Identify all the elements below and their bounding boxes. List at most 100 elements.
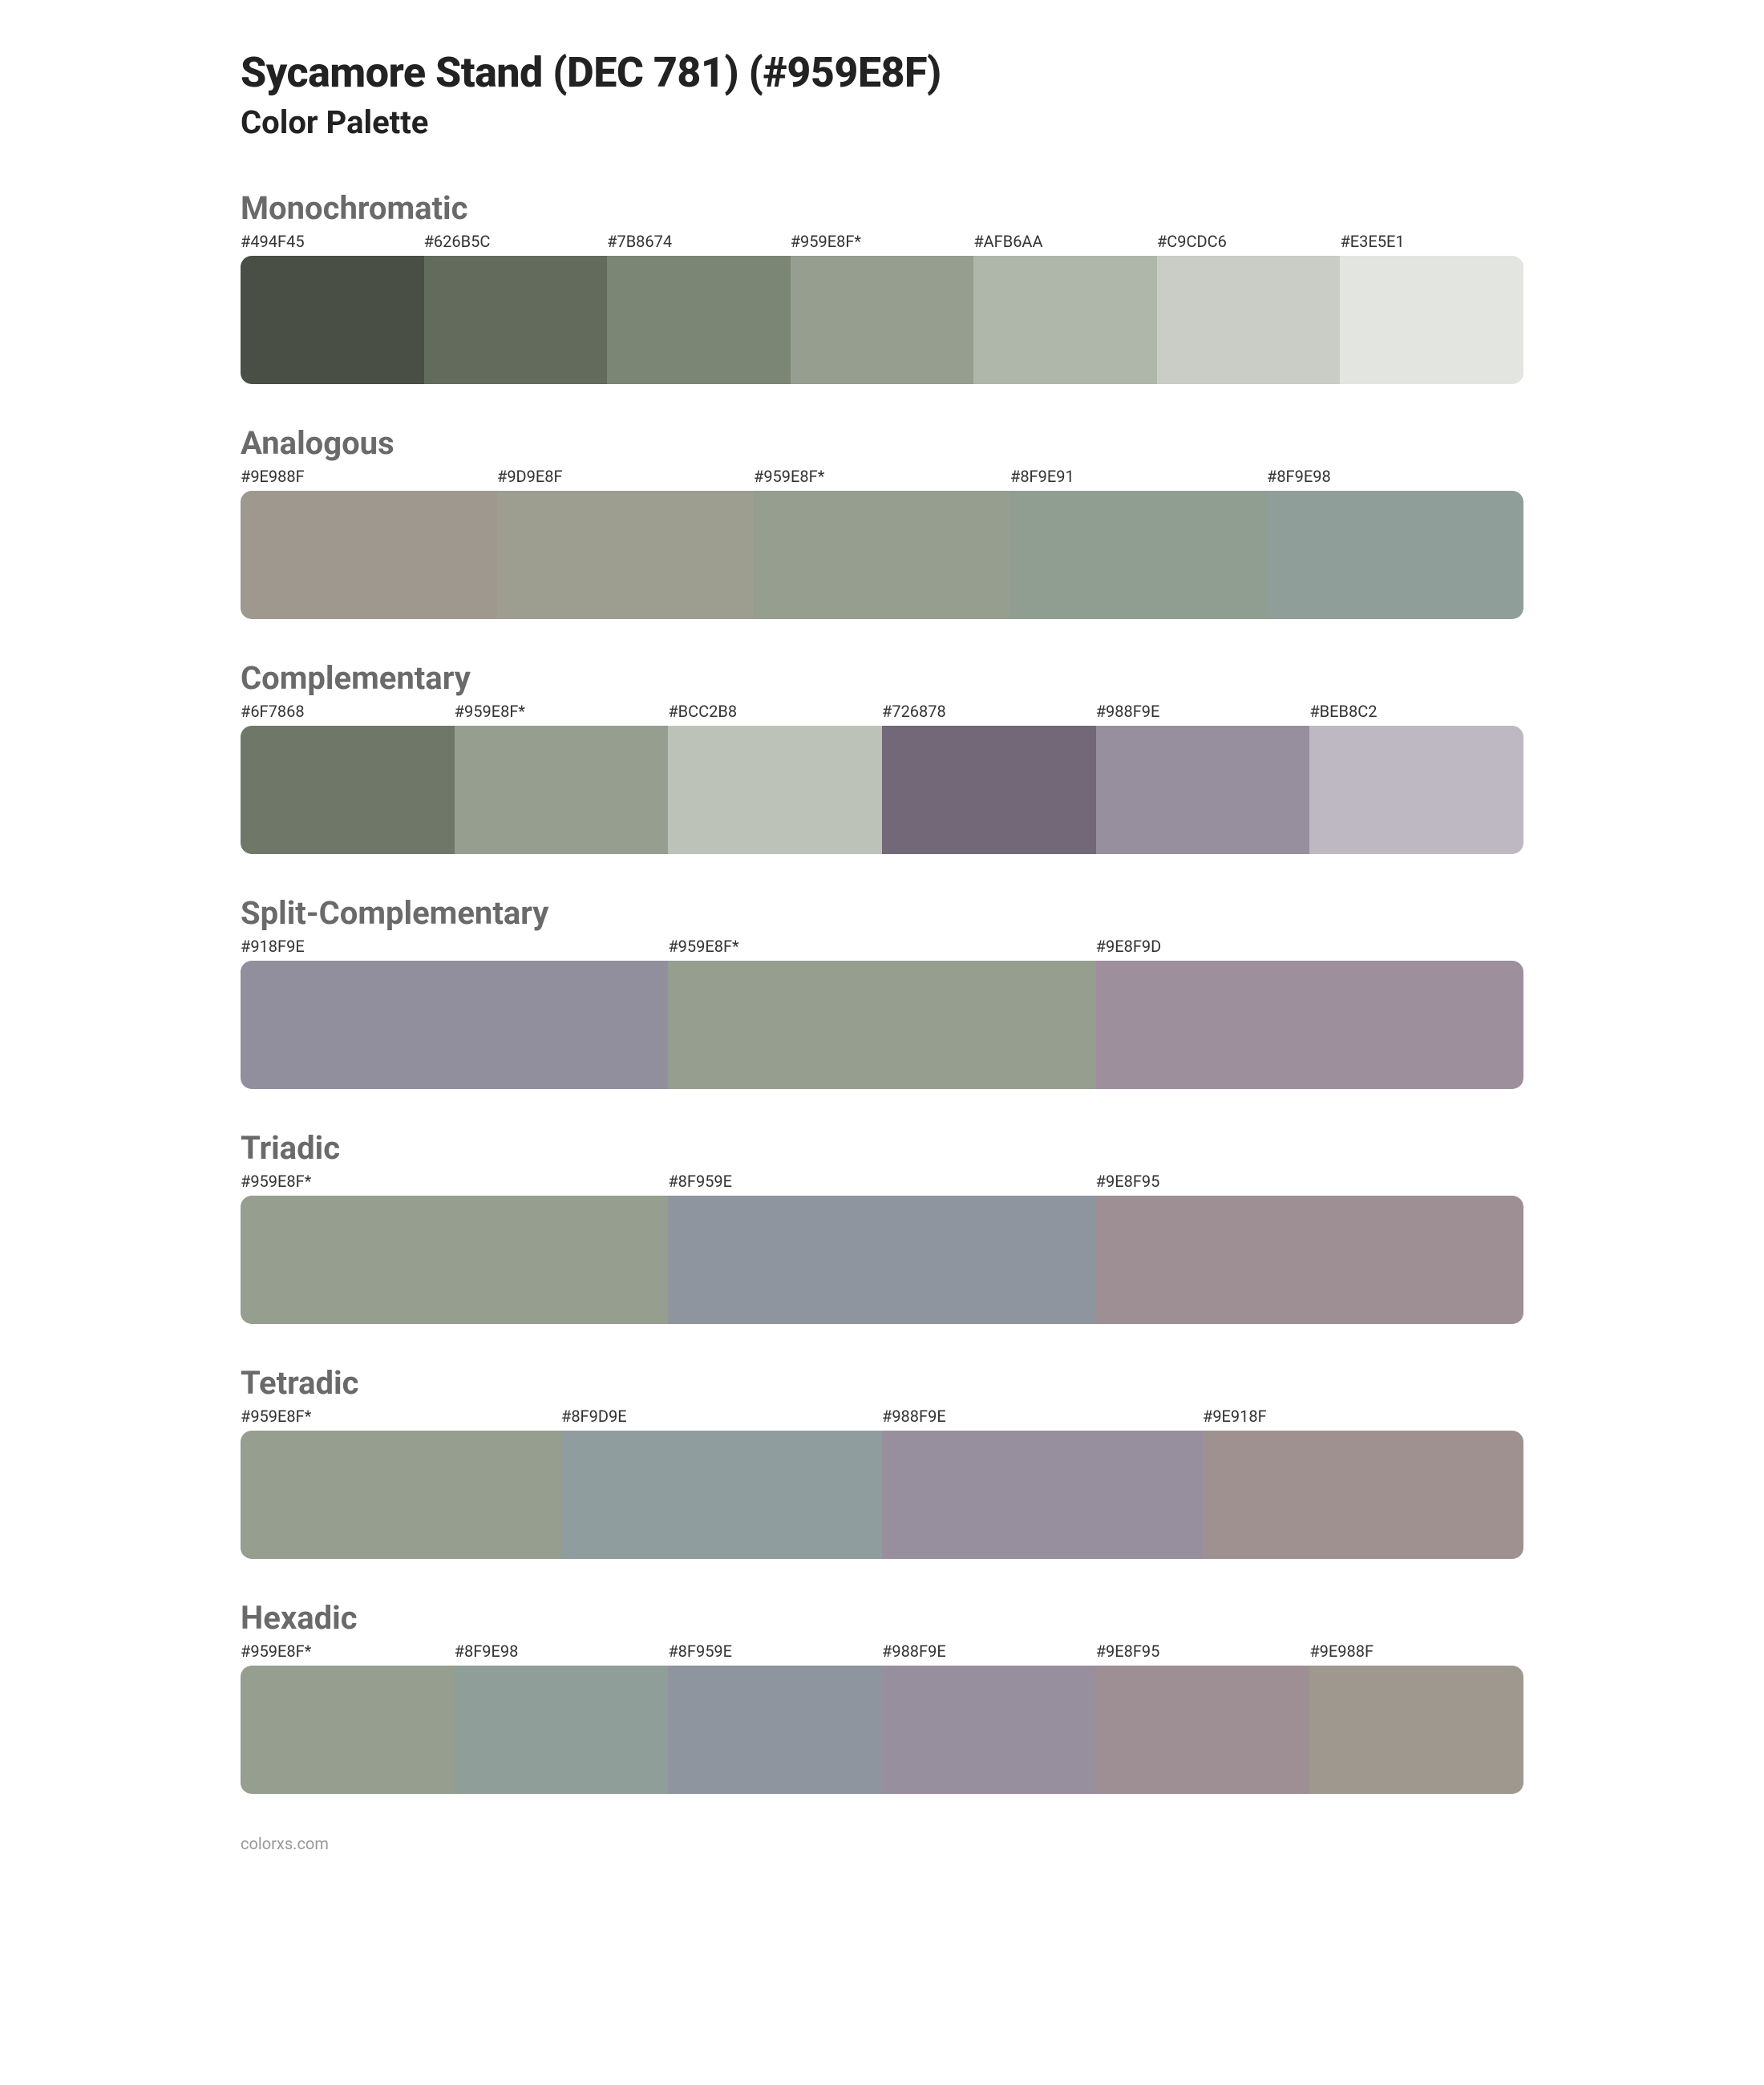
swatch-label: #959E8F*	[455, 702, 669, 726]
swatch-label: #C9CDC6	[1157, 232, 1341, 256]
swatch-label: #959E8F*	[241, 1172, 668, 1196]
color-swatch[interactable]	[455, 726, 669, 854]
swatch-label: #988F9E	[882, 1407, 1203, 1431]
swatch-label: #988F9E	[1096, 702, 1310, 726]
swatch-label: #626B5C	[424, 232, 608, 256]
swatch-label-row: #918F9E#959E8F*#9E8F9D	[241, 937, 1523, 961]
swatch-label: #9E988F	[1309, 1642, 1523, 1666]
page-title: Sycamore Stand (DEC 781) (#959E8F)	[241, 48, 1523, 97]
swatch-label: #726878	[882, 702, 1096, 726]
section-title: Tetradic	[241, 1364, 1523, 1402]
section-title: Complementary	[241, 659, 1523, 697]
section-title: Analogous	[241, 424, 1523, 462]
swatch-label: #8F9E98	[1267, 467, 1523, 491]
palette-section: Triadic #959E8F*#8F959E#9E8F95	[241, 1129, 1523, 1324]
swatch-block-row	[241, 491, 1523, 619]
color-swatch[interactable]	[668, 1196, 1095, 1324]
color-swatch[interactable]	[1267, 491, 1523, 619]
swatch-label: #494F45	[241, 232, 424, 256]
swatch-block-row	[241, 726, 1523, 854]
swatch-label: #9D9E8F	[497, 467, 754, 491]
swatch-label-row: #959E8F*#8F959E#9E8F95	[241, 1172, 1523, 1196]
swatch-label: #959E8F*	[754, 467, 1010, 491]
swatch-label: #959E8F*	[241, 1407, 561, 1431]
color-swatch[interactable]	[241, 1196, 668, 1324]
swatch-label: #6F7868	[241, 702, 455, 726]
swatch-block-row	[241, 961, 1523, 1089]
swatch-label: #8F959E	[668, 1172, 1095, 1196]
swatch-label: #9E8F9D	[1096, 937, 1523, 961]
swatch-label: #9E988F	[241, 467, 497, 491]
color-swatch[interactable]	[882, 726, 1096, 854]
palette-section: Analogous #9E988F#9D9E8F#959E8F*#8F9E91#8…	[241, 424, 1523, 619]
swatch-label: #8F959E	[668, 1642, 882, 1666]
color-swatch[interactable]	[668, 1666, 882, 1794]
swatch-label-row: #494F45#626B5C#7B8674#959E8F*#AFB6AA#C9C…	[241, 232, 1523, 256]
color-swatch[interactable]	[1203, 1431, 1523, 1559]
color-swatch[interactable]	[1096, 726, 1310, 854]
palette-section: Split-Complementary #918F9E#959E8F*#9E8F9…	[241, 894, 1523, 1089]
color-swatch[interactable]	[1096, 1196, 1523, 1324]
swatch-label: #AFB6AA	[973, 232, 1157, 256]
swatch-label: #E3E5E1	[1340, 232, 1523, 256]
palette-section: Complementary #6F7868#959E8F*#BCC2B8#7268…	[241, 659, 1523, 854]
color-swatch[interactable]	[241, 726, 455, 854]
swatch-label-row: #9E988F#9D9E8F#959E8F*#8F9E91#8F9E98	[241, 467, 1523, 491]
color-swatch[interactable]	[455, 1666, 669, 1794]
swatch-label: #8F9E98	[455, 1642, 669, 1666]
swatch-label-row: #959E8F*#8F9D9E#988F9E#9E918F	[241, 1407, 1523, 1431]
page-subtitle: Color Palette	[241, 103, 1523, 141]
color-swatch[interactable]	[607, 256, 791, 384]
swatch-label: #7B8674	[607, 232, 791, 256]
color-swatch[interactable]	[561, 1431, 882, 1559]
swatch-block-row	[241, 1666, 1523, 1794]
color-swatch[interactable]	[791, 256, 974, 384]
color-swatch[interactable]	[1010, 491, 1267, 619]
section-title: Hexadic	[241, 1599, 1523, 1637]
color-swatch[interactable]	[1309, 726, 1523, 854]
swatch-label: #918F9E	[241, 937, 668, 961]
color-swatch[interactable]	[1096, 1666, 1310, 1794]
color-swatch[interactable]	[1096, 961, 1523, 1089]
color-swatch[interactable]	[882, 1431, 1203, 1559]
color-swatch[interactable]	[424, 256, 608, 384]
swatch-label: #8F9D9E	[561, 1407, 882, 1431]
swatch-block-row	[241, 1196, 1523, 1324]
swatch-label: #BCC2B8	[668, 702, 882, 726]
section-title: Monochromatic	[241, 189, 1523, 227]
swatch-label: #959E8F*	[668, 937, 1095, 961]
palette-section: Hexadic #959E8F*#8F9E98#8F959E#988F9E#9E8…	[241, 1599, 1523, 1794]
color-swatch[interactable]	[241, 961, 668, 1089]
swatch-label: #959E8F*	[241, 1642, 455, 1666]
swatch-label-row: #6F7868#959E8F*#BCC2B8#726878#988F9E#BEB…	[241, 702, 1523, 726]
color-swatch[interactable]	[882, 1666, 1096, 1794]
color-swatch[interactable]	[1340, 256, 1523, 384]
color-swatch[interactable]	[241, 1666, 455, 1794]
swatch-label: #959E8F*	[791, 232, 974, 256]
swatch-label-row: #959E8F*#8F9E98#8F959E#988F9E#9E8F95#9E9…	[241, 1642, 1523, 1666]
color-swatch[interactable]	[668, 726, 882, 854]
color-swatch[interactable]	[668, 961, 1095, 1089]
swatch-label: #988F9E	[882, 1642, 1096, 1666]
swatch-label: #9E918F	[1203, 1407, 1523, 1431]
swatch-label: #9E8F95	[1096, 1172, 1523, 1196]
color-swatch[interactable]	[1309, 1666, 1523, 1794]
swatch-label: #8F9E91	[1010, 467, 1267, 491]
palette-sections: Monochromatic#494F45#626B5C#7B8674#959E8…	[241, 189, 1523, 1794]
section-title: Split-Complementary	[241, 894, 1523, 932]
color-swatch[interactable]	[241, 1431, 561, 1559]
swatch-label: #9E8F95	[1096, 1642, 1310, 1666]
color-swatch[interactable]	[973, 256, 1157, 384]
palette-section: Tetradic #959E8F*#8F9D9E#988F9E#9E918F	[241, 1364, 1523, 1559]
section-title: Triadic	[241, 1129, 1523, 1167]
swatch-block-row	[241, 1431, 1523, 1559]
color-swatch[interactable]	[754, 491, 1010, 619]
swatch-label: #BEB8C2	[1309, 702, 1523, 726]
palette-section: Monochromatic #494F45#626B5C#7B8674#959E8…	[241, 189, 1523, 384]
color-swatch[interactable]	[241, 491, 497, 619]
color-swatch[interactable]	[1157, 256, 1341, 384]
swatch-block-row	[241, 256, 1523, 384]
footer-credit: colorxs.com	[241, 1834, 1523, 1853]
color-swatch[interactable]	[497, 491, 754, 619]
color-swatch[interactable]	[241, 256, 424, 384]
